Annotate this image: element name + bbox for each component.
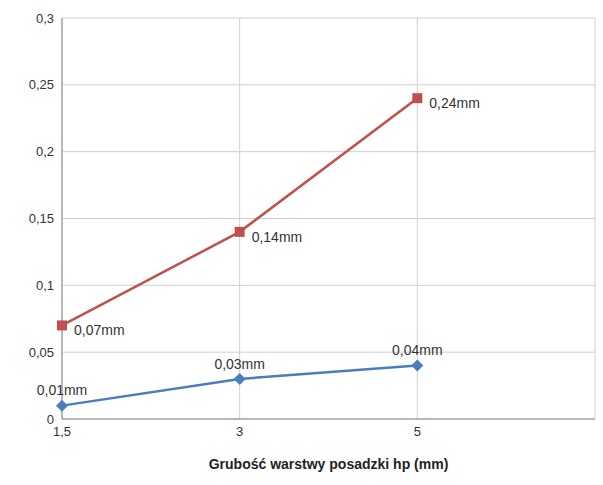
- svg-text:5: 5: [414, 424, 421, 439]
- svg-text:Grubość warstwy posadzki hp (m: Grubość warstwy posadzki hp (mm): [209, 456, 449, 472]
- svg-text:0,14mm: 0,14mm: [252, 229, 303, 245]
- svg-text:0,15: 0,15: [29, 211, 54, 226]
- svg-text:0,3: 0,3: [36, 11, 54, 26]
- svg-text:0,07mm: 0,07mm: [74, 322, 125, 338]
- svg-text:1,5: 1,5: [53, 424, 71, 439]
- svg-text:0,1: 0,1: [36, 278, 54, 293]
- svg-text:0,01mm: 0,01mm: [37, 382, 88, 398]
- svg-text:0,04mm: 0,04mm: [392, 342, 443, 358]
- svg-text:0,05: 0,05: [29, 345, 54, 360]
- svg-text:0,2: 0,2: [36, 144, 54, 159]
- svg-text:0: 0: [47, 412, 54, 427]
- svg-text:0,25: 0,25: [29, 77, 54, 92]
- svg-text:0,03mm: 0,03mm: [214, 356, 265, 372]
- svg-text:0,24mm: 0,24mm: [429, 95, 480, 111]
- svg-text:3: 3: [236, 424, 243, 439]
